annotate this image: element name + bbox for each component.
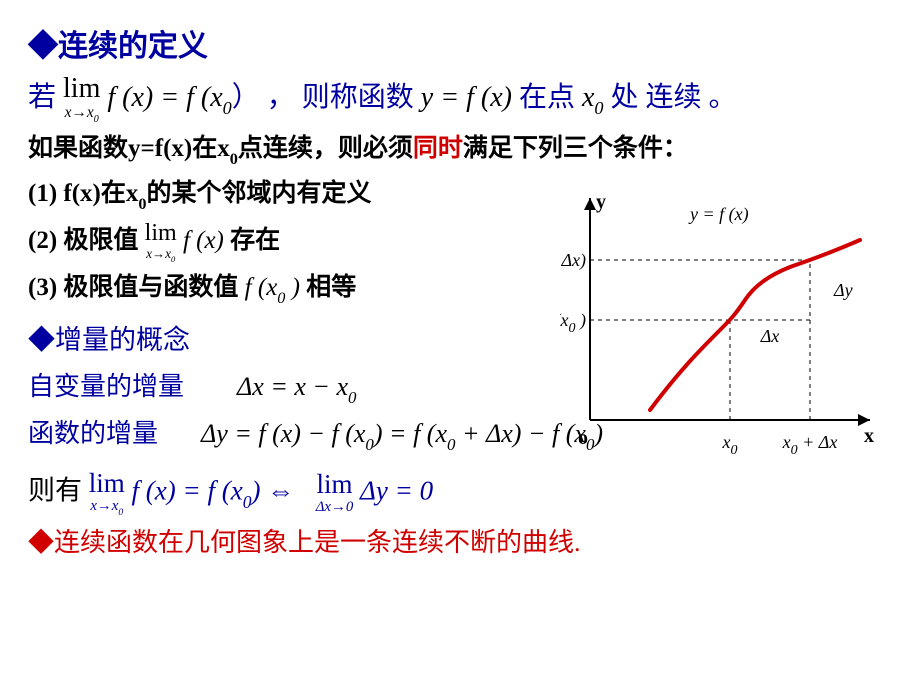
heading-geometric: ◆连续函数在几何图象上是一条连续不断的曲线.	[28, 523, 892, 562]
then-lim1-bot: x→x	[90, 498, 118, 514]
c3-num: (3)	[28, 274, 63, 301]
c1-txt3: 的某个邻域内有定义	[147, 180, 372, 207]
heading-geometric-text: ◆连续函数在几何图象上是一条连续不断的曲线.	[28, 528, 581, 557]
c2-lim-bot: x→x	[146, 246, 171, 261]
then-lim2-bot: Δx→0	[316, 500, 354, 515]
l1-mid: ， 则称函数	[267, 82, 421, 113]
c2-limit: lim x→x0	[145, 221, 177, 263]
l2-mid2: 点连续，则必须	[238, 135, 413, 162]
c2-lim-bot-sub: 0	[171, 254, 175, 264]
c3-txt1: 极限值与函数值	[63, 274, 244, 301]
inc-y-label: 函数的增量	[28, 419, 158, 448]
conditions-intro: 如果函数y=f(x)在x0点连续，则必须同时满足下列三个条件：	[28, 130, 892, 169]
c2-num: (2)	[28, 227, 63, 254]
inc-y-eq1: Δy = f (x) − f (x	[201, 419, 365, 448]
inc-y-sub2: 0	[447, 435, 455, 454]
inc-x-label: 自变量的增量	[28, 372, 184, 401]
then-lim1-bot-wrap: x→x0	[89, 499, 125, 517]
heading-continuity-text: ◆连续的定义	[28, 30, 208, 63]
svg-text:x: x	[864, 425, 874, 447]
l2-x0: x	[217, 135, 230, 162]
svg-text:f(x0 +Δx): f(x0 +Δx)	[560, 250, 586, 276]
l1-end: 处 连续 。	[611, 82, 737, 113]
heading-increment-text: ◆增量的概念	[28, 325, 190, 355]
c2-txt1: 极限值	[63, 227, 138, 254]
heading-continuity: ◆连续的定义	[28, 24, 892, 69]
c3-fx: f (x	[245, 274, 278, 301]
c1-txt2: 在	[101, 180, 126, 207]
c3-txt2: 相等	[306, 274, 356, 301]
c2-fx: f (x)	[183, 227, 224, 254]
then-lim1-top: lim	[89, 470, 125, 497]
c2-txt2: 存在	[230, 227, 280, 254]
then-mid: f (x) = f (x	[132, 476, 243, 506]
l1-close: ）	[232, 82, 260, 113]
l2-mid1: 在	[192, 135, 217, 162]
graph-svg: o x y x0 x0 + Δx f (x0 ) f(x0 +Δx) Δx Δy y = f (x…	[560, 190, 880, 460]
then-line: 则有 lim x→x0 f (x) = f (x0) ⇔ lim Δx→0 Δy…	[28, 470, 892, 517]
c2-lim-bot-wrap: x→x0	[145, 247, 177, 263]
l2-pre: 如果函数	[28, 135, 128, 162]
then-pre: 则有	[28, 476, 89, 506]
l1-limit: lim x→x0	[63, 75, 100, 124]
svg-text:x0: x0	[722, 432, 738, 458]
svg-text:x0 + Δx: x0 + Δx	[782, 432, 838, 458]
l1-fx-sub: 0	[223, 98, 232, 118]
l1-lim-bot-sub: 0	[94, 114, 99, 125]
svg-text:y = f (x): y = f (x)	[688, 204, 749, 225]
c1-x0-sub: 0	[138, 195, 146, 213]
l1-at: 在点	[519, 82, 582, 113]
c1-x0: x	[126, 180, 139, 207]
svg-text:y: y	[596, 191, 606, 213]
l2-end: 满足下列三个条件：	[463, 135, 688, 162]
l1-x0: x	[582, 82, 594, 113]
l1-lim-bot: x→x	[65, 104, 94, 121]
definition-line: 若 lim x→x0 f (x) = f (x0） ， 则称函数 y = f (…	[28, 75, 892, 124]
l1-yfx: y = f (x)	[421, 82, 512, 113]
then-end: Δy = 0	[360, 476, 433, 506]
c1-txt1: f(x)	[63, 180, 100, 207]
l1-pre: 若	[28, 82, 63, 113]
then-limit1: lim x→x0	[89, 470, 125, 517]
inc-x-sub: 0	[348, 388, 356, 407]
slide-container: ◆连续的定义 若 lim x→x0 f (x) = f (x0） ， 则称函数 …	[0, 0, 920, 592]
l2-x0-sub: 0	[230, 150, 238, 168]
l2-yfx: y=f(x)	[128, 135, 192, 162]
c2-lim-top: lim	[145, 221, 177, 245]
l1-x0-sub: 0	[594, 98, 603, 118]
then-lim1-bot-sub: 0	[118, 507, 123, 518]
l1-lim-top: lim	[63, 75, 100, 103]
then-mid-sub: 0	[243, 492, 252, 512]
inc-y-eq2: ) = f (x	[374, 419, 447, 448]
svg-text:Δy: Δy	[833, 280, 853, 300]
then-lim2-top: lim	[316, 471, 354, 498]
c3-fx-sub: 0	[277, 289, 285, 307]
inc-x-eq: Δx = x − x	[237, 372, 348, 401]
svg-text:o: o	[578, 427, 588, 449]
l1-fx: f (x) = f (x	[107, 82, 222, 113]
inc-y-sub1: 0	[365, 435, 373, 454]
svg-text:f (x0 ): f (x0 )	[560, 310, 586, 336]
l1-lim-bot-wrap: x→x0	[63, 105, 100, 124]
c3-close: )	[285, 274, 300, 301]
then-limit2: lim Δx→0	[316, 471, 354, 515]
svg-text:Δx: Δx	[760, 326, 780, 346]
c1-num: (1)	[28, 180, 63, 207]
continuity-graph: o x y x0 x0 + Δx f (x0 ) f(x0 +Δx) Δx Δy y = f (x…	[560, 190, 880, 460]
l2-red: 同时	[413, 135, 463, 162]
then-iff: ) ⇔	[251, 476, 294, 506]
